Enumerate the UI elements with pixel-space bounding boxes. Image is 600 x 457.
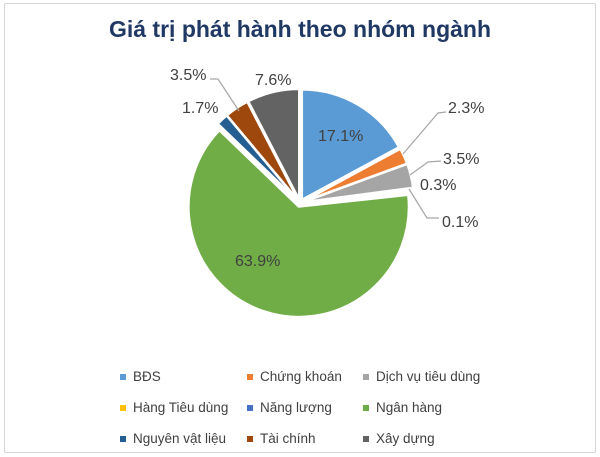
data-label-4: 0.1% <box>442 214 479 231</box>
legend: BĐS Chứng khoán Dịch vụ tiêu dùng Hàng Tiêu… <box>120 361 513 454</box>
pie-slice-4[interactable] <box>302 189 415 204</box>
legend-label: Ngân hàng <box>376 400 443 415</box>
data-label-0: 17.1% <box>318 128 364 145</box>
legend-label: Năng lượng <box>260 400 332 415</box>
legend-swatch-icon <box>363 373 369 380</box>
legend-label: Nguyên vật liệu <box>133 431 227 446</box>
chart-title: Giá trị phát hành theo nhóm ngành <box>108 16 492 42</box>
legend-swatch-icon <box>120 435 126 442</box>
legend-label: BĐS <box>133 369 161 384</box>
legend-label: Dịch vụ tiêu dùng <box>376 369 481 384</box>
legend-item-3[interactable]: Hàng Tiêu dùng <box>120 400 247 415</box>
pie-slice-8[interactable] <box>247 88 301 201</box>
legend-swatch-icon <box>247 373 253 380</box>
legend-item-5[interactable]: Ngân hàng <box>363 400 513 415</box>
legend-item-0[interactable]: BĐS <box>120 369 247 384</box>
legend-swatch-icon <box>363 435 369 442</box>
legend-item-8[interactable]: Xây dựng <box>363 431 513 446</box>
data-label-1: 2.3% <box>448 100 485 117</box>
leader-line <box>402 111 447 155</box>
legend-item-2[interactable]: Dịch vụ tiêu dùng <box>363 369 513 384</box>
data-label-7: 3.5% <box>170 67 207 84</box>
data-label-6: 1.7% <box>182 100 219 117</box>
data-label-8: 7.6% <box>255 72 292 89</box>
legend-swatch-icon <box>120 404 126 411</box>
legend-swatch-icon <box>247 435 253 442</box>
data-label-5: 63.9% <box>235 253 281 270</box>
legend-item-7[interactable]: Tài chính <box>247 431 363 446</box>
data-label-2: 3.5% <box>443 151 480 168</box>
pie-slice-0[interactable] <box>301 88 400 201</box>
pie-slice-5[interactable] <box>187 129 410 318</box>
legend-item-6[interactable]: Nguyên vật liệu <box>120 431 247 446</box>
legend-swatch-icon <box>247 404 253 411</box>
leader-line <box>210 78 240 112</box>
legend-swatch-icon <box>363 404 369 411</box>
data-label-3: 0.3% <box>420 177 457 194</box>
legend-label: Xây dựng <box>376 431 435 446</box>
legend-label: Chứng khoán <box>260 369 342 384</box>
leader-line <box>409 160 442 176</box>
legend-swatch-icon <box>120 373 126 380</box>
legend-item-4[interactable]: Năng lượng <box>247 400 363 415</box>
leader-line <box>408 188 439 219</box>
legend-label: Hàng Tiêu dùng <box>133 400 229 415</box>
legend-item-1[interactable]: Chứng khoán <box>247 369 363 384</box>
legend-label: Tài chính <box>260 431 316 446</box>
